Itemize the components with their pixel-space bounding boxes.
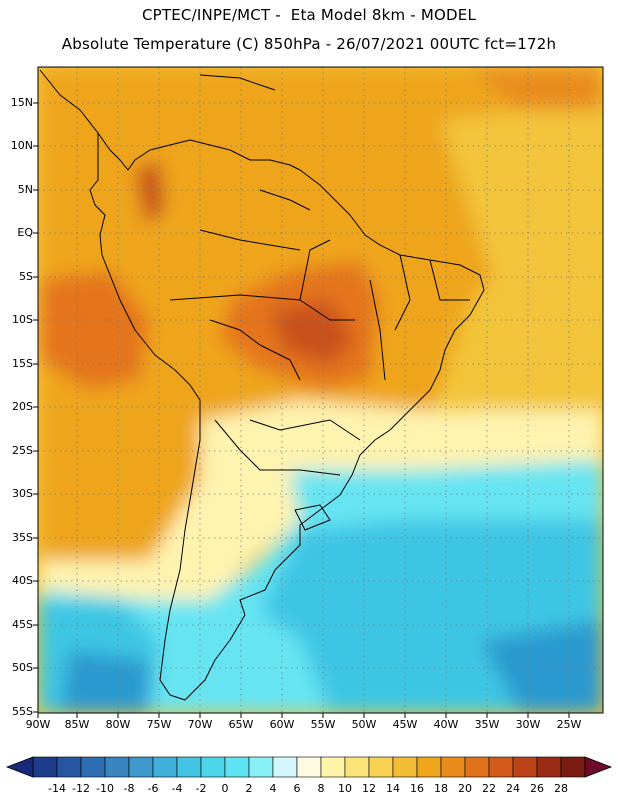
colorbar-cell — [104, 756, 130, 778]
lat-label: 10N — [10, 139, 33, 152]
colorbar-cell — [344, 756, 370, 778]
colorbar-cell — [200, 756, 226, 778]
central-america-coast — [39, 69, 99, 134]
colorbar-cell — [320, 756, 346, 778]
colorbar-cell — [224, 756, 250, 778]
lon-label: 35W — [474, 718, 500, 731]
lon-label: 25W — [556, 718, 582, 731]
lat-label: 55S — [12, 705, 33, 718]
lat-label: 45S — [12, 618, 33, 631]
temperature-field — [38, 67, 603, 713]
field-coldest-sw — [60, 650, 150, 713]
lat-label: EQ — [17, 226, 33, 239]
lon-label: 40W — [433, 718, 459, 731]
colorbar-cell — [272, 756, 298, 778]
lon-label: 75W — [146, 718, 172, 731]
lat-label: 30S — [12, 487, 33, 500]
colorbar-cell — [368, 756, 394, 778]
map-border — [37, 66, 604, 714]
lon-label: 45W — [392, 718, 418, 731]
lon-label: 70W — [187, 718, 213, 731]
lat-label: 20S — [12, 400, 33, 413]
colorbar-cell — [32, 756, 58, 778]
field-hot-andes — [135, 160, 165, 225]
colorbar-cell — [80, 756, 106, 778]
lat-label: 35S — [12, 531, 33, 544]
field-mild-ne — [440, 100, 603, 420]
lon-label: 30W — [515, 718, 541, 731]
colorbar-label: -6 — [147, 782, 159, 795]
colorbar-label: 2 — [245, 782, 253, 795]
colorbar-cell — [248, 756, 274, 778]
lat-label: 15N — [10, 96, 33, 109]
lat-label: 40S — [12, 574, 33, 587]
lat-label: 50S — [12, 661, 33, 674]
lon-label: 60W — [269, 718, 295, 731]
colorbar-cell — [488, 756, 514, 778]
colorbar-cell — [440, 756, 466, 778]
field-coldest-se — [480, 620, 603, 713]
colorbar-label: 28 — [554, 782, 568, 795]
colorbar-cell — [392, 756, 418, 778]
chart-title-line1: CPTEC/INPE/MCT - Eta Model 8km - MODEL — [141, 6, 477, 24]
colorbar-cell — [56, 756, 82, 778]
lat-label: 10S — [12, 313, 33, 326]
colorbar-cell — [560, 756, 586, 778]
colorbar-label: -2 — [195, 782, 207, 795]
coastlines — [39, 69, 485, 701]
colorbar-label: 12 — [362, 782, 376, 795]
caribbean-islands — [199, 74, 276, 91]
lat-label: 15S — [12, 357, 33, 370]
lat-label: 5S — [19, 270, 33, 283]
colorbar-label: -12 — [72, 782, 90, 795]
colorbar-label: 4 — [269, 782, 277, 795]
colorbar-label: -10 — [96, 782, 114, 795]
lon-label: 90W — [25, 718, 51, 731]
colorbar-label: 10 — [338, 782, 352, 795]
colorbar-label: 20 — [458, 782, 472, 795]
lon-label: 85W — [64, 718, 90, 731]
field-hot-ne — [470, 67, 603, 110]
graticule — [38, 67, 603, 713]
lat-label: 25S — [12, 444, 33, 457]
colorbar-cell — [464, 756, 490, 778]
colorbar-cell — [128, 756, 154, 778]
colorbar-label: 6 — [293, 782, 301, 795]
lon-label: 50W — [351, 718, 377, 731]
colorbar-cell — [512, 756, 538, 778]
country-borders — [169, 189, 470, 476]
colorbar-label: 8 — [317, 782, 325, 795]
colorbar-label: 22 — [482, 782, 496, 795]
chart-title-line2: Absolute Temperature (C) 850hPa - 26/07/… — [61, 35, 557, 53]
rio-de-la-plata — [294, 504, 331, 531]
colorbar-right-arrow — [584, 756, 613, 778]
colorbar-cell — [152, 756, 178, 778]
colorbar-label: 24 — [506, 782, 520, 795]
lat-label: 5N — [17, 183, 33, 196]
colorbar-label: -14 — [48, 782, 66, 795]
axis-ticks — [33, 102, 570, 718]
colorbar-label: 18 — [434, 782, 448, 795]
colorbar-label: 0 — [221, 782, 229, 795]
colorbar-left-arrow — [5, 756, 34, 778]
colorbar-label: 16 — [410, 782, 424, 795]
colorbar-label: -8 — [123, 782, 135, 795]
south-america-coast — [89, 132, 485, 701]
colorbar-cells — [32, 756, 586, 778]
colorbar-cell — [416, 756, 442, 778]
field-hot-peak — [270, 300, 355, 365]
colorbar-cell — [296, 756, 322, 778]
colorbar-label: 14 — [386, 782, 400, 795]
lon-label: 65W — [228, 718, 254, 731]
field-hot-pacific — [40, 270, 150, 390]
lon-label: 80W — [105, 718, 131, 731]
colorbar-cell — [536, 756, 562, 778]
colorbar-label: -4 — [171, 782, 183, 795]
lon-label: 55W — [310, 718, 336, 731]
colorbar-label: 26 — [530, 782, 544, 795]
colorbar-cell — [176, 756, 202, 778]
